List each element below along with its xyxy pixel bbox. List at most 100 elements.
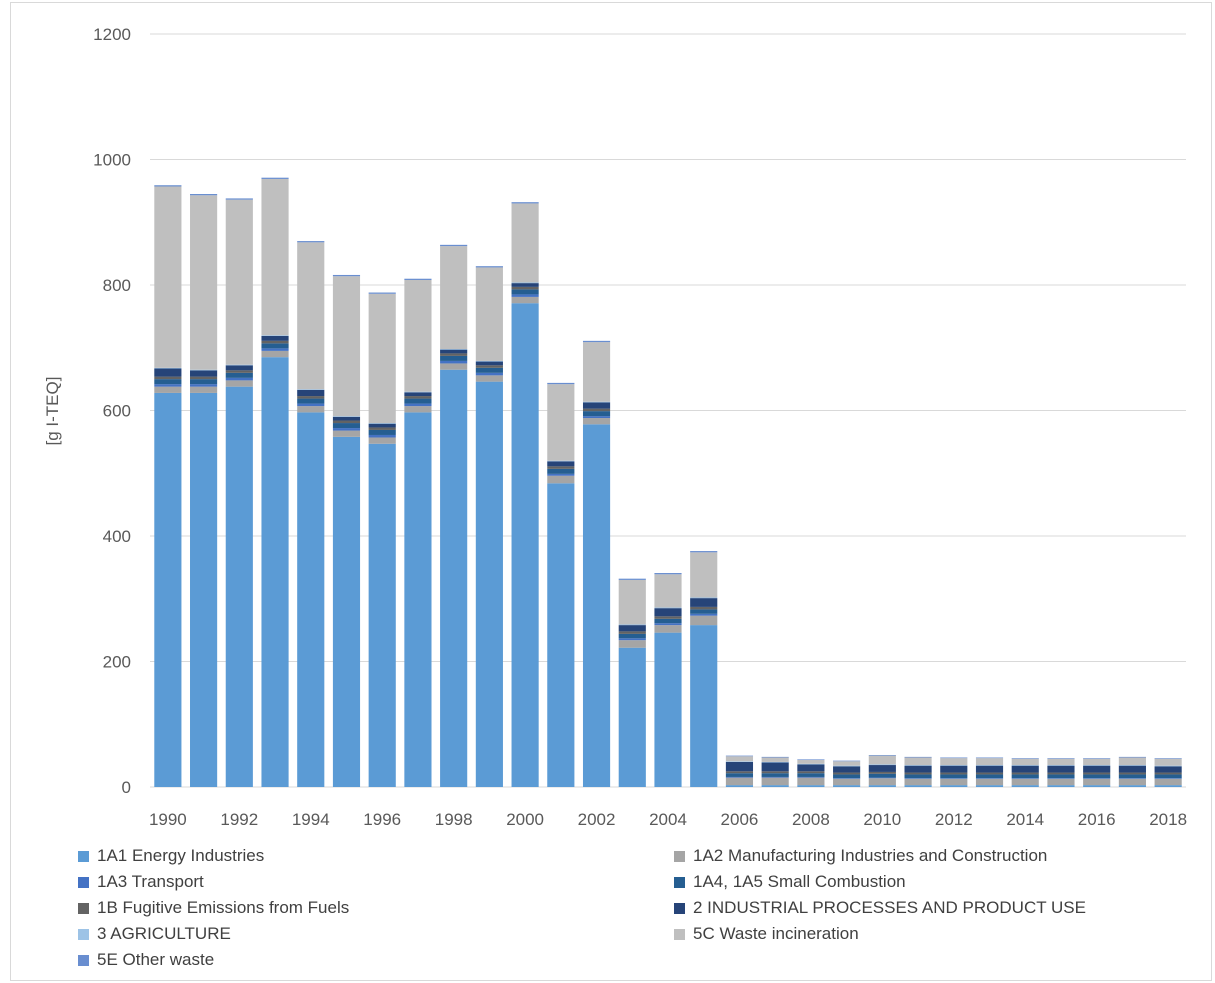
bar-stack-1993 [261, 177, 289, 787]
legend-item: 5E Other waste [78, 950, 214, 970]
bar-segment [225, 372, 253, 378]
bar-segment [225, 386, 253, 787]
bar-stack-2011 [904, 756, 932, 787]
legend-label: 1B Fugitive Emissions from Fuels [97, 898, 350, 917]
bar-segment [868, 777, 896, 779]
legend-swatch [78, 902, 89, 914]
bar-segment [797, 777, 825, 786]
legend-label: 3 AGRICULTURE [97, 924, 231, 943]
x-tick-label: 2010 [863, 810, 901, 829]
legend-swatch [78, 850, 89, 862]
legend-label: 1A1 Energy Industries [97, 846, 265, 865]
bar-segment [582, 401, 611, 403]
bar-segment [404, 391, 432, 393]
bar-stack-1999 [475, 266, 503, 787]
bar-segment [261, 335, 289, 336]
bar-stack-2000 [511, 202, 539, 787]
bar-segment [1083, 758, 1111, 759]
bar-segment [690, 551, 718, 553]
bar-segment [511, 294, 539, 297]
bar-segment [332, 423, 361, 429]
bar-stack-1996 [368, 292, 396, 787]
bar-segment [725, 771, 754, 774]
bar-segment [940, 757, 968, 759]
bar-segment [761, 776, 789, 778]
bar-segment [1118, 756, 1146, 758]
bar-segment [547, 384, 575, 461]
bar-segment [440, 369, 468, 787]
bar-stack-2016 [1083, 758, 1111, 787]
bar-segment [1154, 778, 1182, 786]
bar-segment [404, 406, 432, 413]
bar-segment [225, 370, 253, 373]
bar-stack-1995 [332, 274, 361, 787]
bar-segment [1083, 778, 1111, 779]
bar-segment [940, 772, 968, 775]
bar-segment [511, 286, 539, 290]
bar-segment [1011, 778, 1039, 786]
bar-segment [797, 776, 825, 778]
bar-segment [618, 579, 646, 625]
bar-segment [154, 185, 182, 187]
bar-segment [833, 778, 861, 779]
bar-segment [975, 765, 1004, 766]
bar-segment [725, 785, 754, 787]
x-tick-label: 1998 [435, 810, 473, 829]
bar-segment [833, 772, 861, 775]
bar-stack-1997 [404, 278, 432, 787]
bar-segment [547, 475, 575, 484]
x-axis-ticks: 1990 1992 1994 1996 1998 2000 2002 2004 2006 2008… [149, 810, 1187, 829]
bar-segment [940, 774, 968, 779]
bar-stack-2015 [1047, 758, 1075, 787]
bar-segment [690, 625, 718, 787]
bar-segment [404, 412, 432, 787]
bar-segment [511, 303, 539, 787]
bar-segment [833, 766, 861, 773]
bar-segment [833, 785, 861, 787]
bar-segment [1118, 778, 1146, 786]
bar-segment [690, 613, 718, 616]
bar-segment [654, 608, 682, 617]
bar-segment [868, 755, 896, 765]
bar-segment [368, 423, 396, 424]
legend-item: 1A2 Manufacturing Industries and Constru… [674, 846, 1047, 866]
bar-stack-1998 [440, 244, 468, 787]
bar-segment [547, 468, 575, 474]
bar-segment [297, 389, 325, 390]
bar-segment [1154, 765, 1182, 767]
legend-item: 3 AGRICULTURE [78, 924, 231, 944]
bar-segment [868, 785, 896, 787]
bar-segment [725, 761, 754, 762]
bar-stack-2004 [654, 573, 682, 787]
legend-swatch [674, 928, 685, 940]
bar-segment [190, 386, 218, 393]
bar-segment [332, 416, 361, 417]
x-tick-label: 2012 [935, 810, 973, 829]
bar-segment [797, 771, 825, 774]
bar-segment [582, 416, 611, 419]
bar-segment [618, 625, 646, 632]
bar-stack-2012 [940, 757, 968, 787]
bar-segment [797, 773, 825, 777]
bar-segment [475, 266, 503, 268]
bar-segment [940, 765, 968, 773]
bar-segment [297, 412, 325, 787]
bar-segment [1154, 758, 1182, 759]
bar-segment [154, 386, 182, 393]
bar-segment [1083, 758, 1111, 766]
bar-segment [440, 246, 468, 350]
bar-segment [332, 436, 361, 787]
bar-segment [511, 283, 539, 287]
legend-swatch [674, 876, 685, 888]
y-tick-label: 800 [103, 276, 131, 295]
x-tick-label: 2002 [578, 810, 616, 829]
bar-segment [332, 416, 361, 421]
bar-segment [190, 369, 218, 371]
bar-segment [190, 194, 218, 196]
bar-segment [1118, 774, 1146, 779]
bar-segment [1047, 778, 1075, 786]
bar-segment [511, 203, 539, 283]
bar-segment [904, 772, 932, 775]
bar-segment [475, 267, 503, 361]
bar-segment [332, 430, 361, 437]
